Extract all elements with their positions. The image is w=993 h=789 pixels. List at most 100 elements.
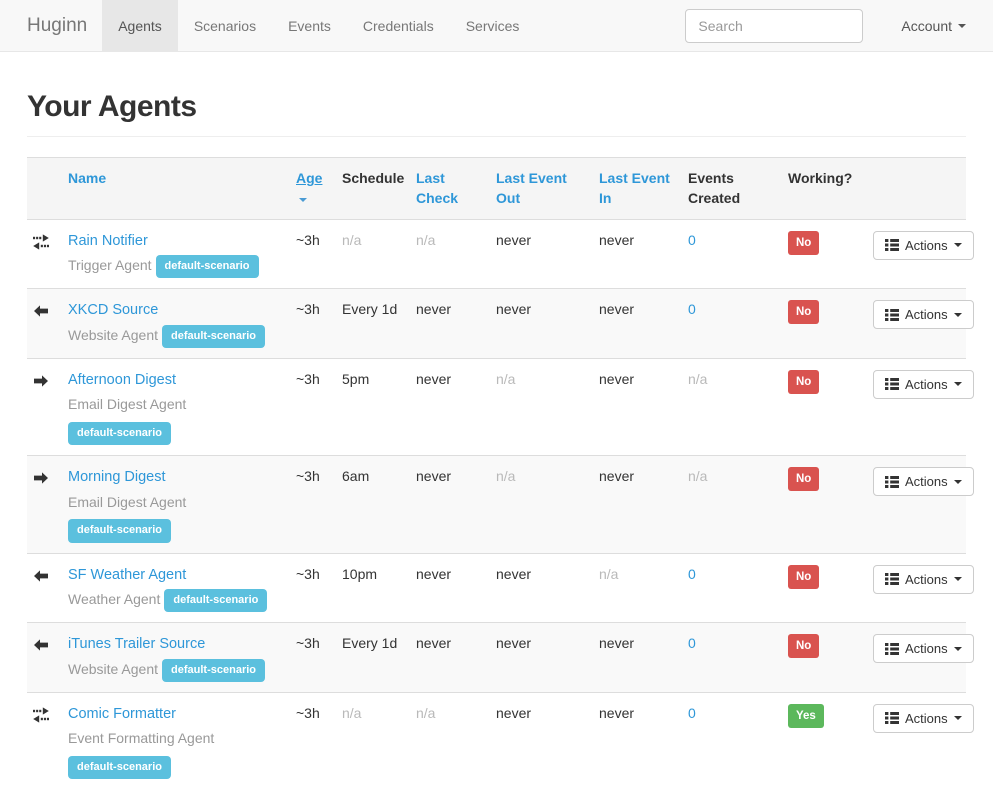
- agent-name-link[interactable]: Rain Notifier: [68, 233, 148, 249]
- last-check-value: n/a: [408, 692, 488, 789]
- actions-button[interactable]: Actions: [873, 231, 974, 260]
- scenario-badge[interactable]: default-scenario: [164, 589, 267, 612]
- schedule-value: 10pm: [334, 553, 408, 623]
- last-check-value: never: [408, 358, 488, 455]
- primary-nav: Agents Scenarios Events Credentials Serv…: [102, 0, 535, 51]
- events-created-link[interactable]: 0: [688, 301, 696, 317]
- events-created-link[interactable]: 0: [688, 232, 696, 248]
- last-event-in-value: never: [591, 358, 680, 455]
- actions-button[interactable]: Actions: [873, 467, 974, 496]
- sort-by-name[interactable]: Name: [68, 170, 106, 186]
- agent-name-link[interactable]: Afternoon Digest: [68, 372, 176, 388]
- working-badge: No: [788, 565, 819, 589]
- last-event-out-value: never: [488, 219, 591, 289]
- table-row: Afternoon Digest Email Digest Agent defa…: [27, 358, 966, 455]
- scenario-badge[interactable]: default-scenario: [68, 756, 171, 779]
- actions-button[interactable]: Actions: [873, 704, 974, 733]
- events-created-link[interactable]: 0: [688, 635, 696, 651]
- actions-button[interactable]: Actions: [873, 634, 974, 663]
- list-icon: [885, 572, 899, 586]
- table-row: Comic Formatter Event Formatting Agent d…: [27, 692, 966, 789]
- last-check-value: never: [408, 456, 488, 553]
- icon-column-header: [27, 158, 60, 220]
- working-badge: Yes: [788, 704, 824, 728]
- age-value: ~3h: [288, 289, 334, 359]
- agent-name-link[interactable]: SF Weather Agent: [68, 567, 186, 583]
- sort-by-age[interactable]: Age: [296, 170, 322, 186]
- nav-item-agents[interactable]: Agents: [102, 0, 178, 51]
- arrow-right-icon: [33, 470, 52, 486]
- navbar-right: Account: [685, 0, 993, 51]
- caret-down-icon: [954, 382, 962, 386]
- actions-button[interactable]: Actions: [873, 565, 974, 594]
- table-row: XKCD Source Website Agentdefault-scenari…: [27, 289, 966, 359]
- caret-down-icon: [954, 716, 962, 720]
- search-input[interactable]: [685, 9, 863, 43]
- agent-type-label: Website Agent: [68, 327, 158, 343]
- actions-button[interactable]: Actions: [873, 300, 974, 329]
- last-event-in-value: never: [591, 456, 680, 553]
- schedule-value: Every 1d: [334, 289, 408, 359]
- age-value: ~3h: [288, 456, 334, 553]
- transfer-icon: [33, 707, 52, 723]
- actions-button[interactable]: Actions: [873, 370, 974, 399]
- last-event-out-value: never: [488, 692, 591, 789]
- scenario-badge[interactable]: default-scenario: [68, 519, 171, 542]
- account-dropdown[interactable]: Account: [901, 18, 966, 34]
- sort-by-last-event-out[interactable]: Last Event Out: [496, 170, 567, 206]
- age-value: ~3h: [288, 692, 334, 789]
- list-icon: [885, 642, 899, 656]
- table-row: iTunes Trailer Source Website Agentdefau…: [27, 623, 966, 693]
- list-icon: [885, 711, 899, 725]
- table-row: SF Weather Agent Weather Agentdefault-sc…: [27, 553, 966, 623]
- last-check-value: never: [408, 623, 488, 693]
- agent-type-label: Email Digest Agent: [68, 396, 186, 412]
- scenario-badge[interactable]: default-scenario: [162, 325, 265, 348]
- working-badge: No: [788, 370, 819, 394]
- list-icon: [885, 377, 899, 391]
- events-created-link[interactable]: 0: [688, 705, 696, 721]
- events-created-value: n/a: [688, 371, 707, 387]
- main-content: Your Agents Name Age Schedule Last Check…: [0, 90, 993, 789]
- last-event-out-value: never: [488, 623, 591, 693]
- nav-item-events[interactable]: Events: [272, 0, 347, 51]
- last-check-value: n/a: [408, 219, 488, 289]
- caret-down-icon: [958, 24, 966, 28]
- last-event-out-value: never: [488, 289, 591, 359]
- account-label: Account: [901, 18, 952, 34]
- schedule-value: n/a: [334, 692, 408, 789]
- transfer-icon: [33, 234, 52, 250]
- events-created-link[interactable]: 0: [688, 566, 696, 582]
- agent-name-link[interactable]: Comic Formatter: [68, 706, 176, 722]
- nav-item-services[interactable]: Services: [450, 0, 536, 51]
- working-badge: No: [788, 634, 819, 658]
- age-value: ~3h: [288, 219, 334, 289]
- scenario-badge[interactable]: default-scenario: [68, 422, 171, 445]
- caret-down-icon: [954, 647, 962, 651]
- caret-down-icon: [954, 313, 962, 317]
- agent-name-link[interactable]: XKCD Source: [68, 302, 158, 318]
- table-row: Rain Notifier Trigger Agentdefault-scena…: [27, 219, 966, 289]
- sort-by-last-check[interactable]: Last Check: [416, 170, 458, 206]
- schedule-header: Schedule: [342, 170, 404, 186]
- agent-type-label: Event Formatting Agent: [68, 730, 214, 746]
- agent-name-link[interactable]: Morning Digest: [68, 469, 166, 485]
- brand-link[interactable]: Huginn: [0, 0, 102, 51]
- agents-table: Name Age Schedule Last Check Last Event …: [27, 157, 966, 789]
- agent-name-link[interactable]: iTunes Trailer Source: [68, 636, 205, 652]
- scenario-badge[interactable]: default-scenario: [156, 255, 259, 278]
- working-header: Working?: [788, 170, 852, 186]
- working-badge: No: [788, 300, 819, 324]
- schedule-value: 6am: [334, 456, 408, 553]
- nav-item-scenarios[interactable]: Scenarios: [178, 0, 272, 51]
- last-event-out-value: n/a: [488, 456, 591, 553]
- age-value: ~3h: [288, 358, 334, 455]
- scenario-badge[interactable]: default-scenario: [162, 659, 265, 682]
- page-title: Your Agents: [27, 90, 966, 124]
- table-row: Morning Digest Email Digest Agent defaul…: [27, 456, 966, 553]
- arrow-left-icon: [33, 303, 52, 319]
- agent-type-label: Trigger Agent: [68, 257, 152, 273]
- arrow-left-icon: [33, 637, 52, 653]
- nav-item-credentials[interactable]: Credentials: [347, 0, 450, 51]
- sort-by-last-event-in[interactable]: Last Event In: [599, 170, 670, 206]
